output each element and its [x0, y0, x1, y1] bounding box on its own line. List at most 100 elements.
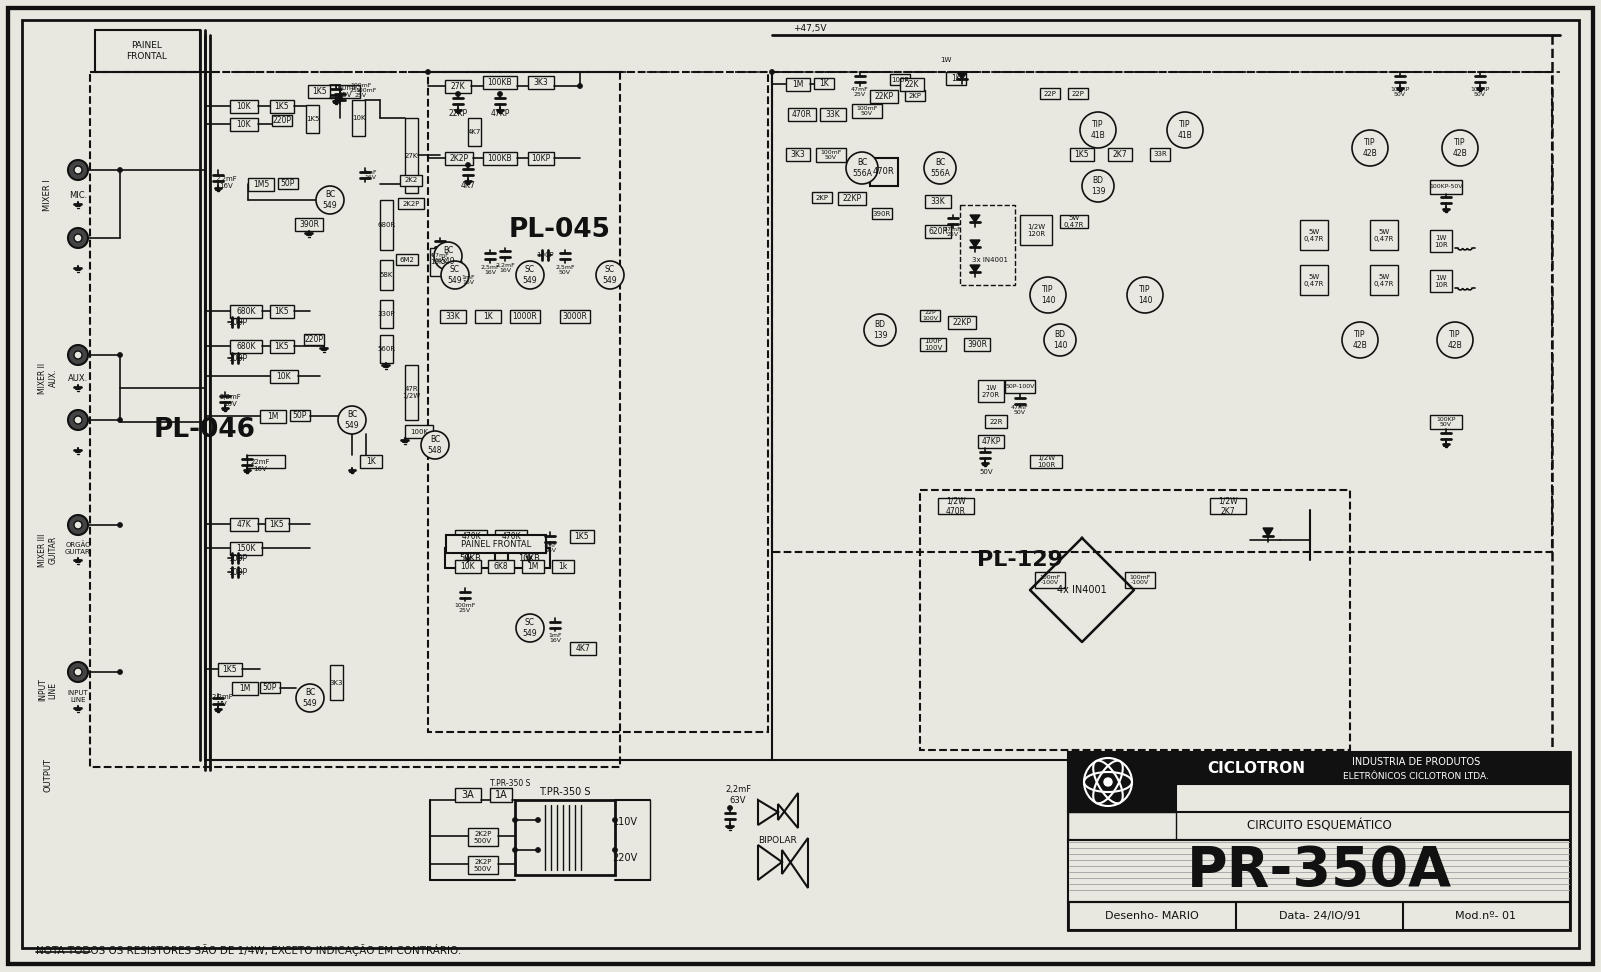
Circle shape: [67, 228, 88, 248]
Circle shape: [498, 91, 503, 96]
Bar: [961, 205, 1015, 285]
Text: 1K5: 1K5: [269, 520, 285, 529]
Text: Desenho- MARIO: Desenho- MARIO: [1105, 911, 1199, 921]
Text: 3K3: 3K3: [791, 150, 805, 159]
Circle shape: [74, 166, 82, 174]
Text: 560R: 560R: [378, 346, 395, 352]
Text: 1M: 1M: [239, 684, 251, 693]
Bar: [232, 682, 258, 695]
Text: 100mF
50V: 100mF 50V: [820, 150, 842, 160]
Text: CIRCUITO ESQUEMÁTICO: CIRCUITO ESQUEMÁTICO: [1247, 819, 1391, 832]
Circle shape: [74, 234, 82, 242]
Bar: [1210, 498, 1246, 514]
Bar: [1430, 415, 1462, 429]
Text: 10K: 10K: [352, 115, 365, 121]
Circle shape: [338, 95, 343, 100]
Circle shape: [1082, 170, 1114, 202]
Text: 100KP-50V: 100KP-50V: [1430, 185, 1463, 190]
Text: 100P
100V: 100P 100V: [924, 338, 941, 351]
Text: 47mF
25V: 47mF 25V: [945, 226, 962, 237]
Text: 33K: 33K: [445, 312, 461, 321]
Bar: [1370, 265, 1398, 295]
Text: 1mF
16V: 1mF 16V: [543, 542, 557, 553]
Bar: [1005, 380, 1034, 393]
Text: BIPOLAR: BIPOLAR: [759, 836, 797, 845]
Bar: [379, 200, 392, 250]
Bar: [516, 800, 615, 875]
Bar: [1068, 840, 1571, 902]
Text: PL-045: PL-045: [509, 217, 612, 243]
Bar: [266, 518, 290, 531]
Circle shape: [434, 242, 463, 270]
Bar: [400, 175, 423, 186]
Text: 680K: 680K: [237, 342, 256, 351]
Bar: [271, 340, 295, 353]
Bar: [1177, 752, 1571, 784]
Text: 2,2mF
16V: 2,2mF 16V: [219, 394, 240, 406]
Text: 4,7mF
16V: 4,7mF 16V: [431, 253, 450, 263]
Bar: [352, 100, 365, 136]
Text: 2,2mF
16V: 2,2mF 16V: [495, 262, 516, 273]
Bar: [812, 192, 833, 203]
Bar: [306, 105, 319, 133]
Text: MIXER I: MIXER I: [43, 179, 53, 211]
Bar: [946, 72, 965, 85]
Bar: [1020, 215, 1052, 245]
Bar: [820, 108, 845, 121]
Circle shape: [516, 261, 544, 289]
Text: 1K5: 1K5: [223, 665, 237, 674]
Bar: [248, 178, 274, 191]
Bar: [985, 415, 1007, 428]
Bar: [218, 663, 242, 676]
Bar: [508, 548, 551, 568]
Text: OUTPUT: OUTPUT: [43, 758, 53, 792]
Text: T.PR-350 S: T.PR-350 S: [490, 779, 530, 787]
Text: 10K: 10K: [237, 120, 251, 129]
Text: 1M: 1M: [792, 80, 804, 89]
Circle shape: [1342, 322, 1378, 358]
Circle shape: [74, 668, 82, 676]
Bar: [1068, 812, 1177, 840]
Text: 100P: 100P: [536, 252, 554, 258]
Text: 1K: 1K: [484, 312, 493, 321]
Text: SC
549: SC 549: [602, 265, 618, 285]
Bar: [360, 455, 383, 468]
Polygon shape: [757, 800, 778, 825]
Text: 2KP: 2KP: [815, 194, 828, 200]
Text: 390R: 390R: [967, 340, 986, 349]
Text: 47KP: 47KP: [981, 437, 1001, 446]
Bar: [1126, 572, 1154, 588]
Bar: [94, 30, 200, 72]
Circle shape: [596, 261, 624, 289]
Circle shape: [117, 167, 123, 172]
Text: TIP
140: TIP 140: [1041, 286, 1055, 304]
Bar: [1068, 812, 1571, 840]
Text: 22P
100V: 22P 100V: [922, 310, 938, 321]
Bar: [330, 665, 343, 700]
Bar: [490, 788, 512, 802]
Text: 50KB: 50KB: [459, 553, 480, 563]
Text: SC
549: SC 549: [522, 265, 538, 285]
Bar: [484, 152, 517, 165]
Text: 1K5: 1K5: [1074, 150, 1089, 159]
Circle shape: [117, 353, 123, 358]
Circle shape: [1044, 324, 1076, 356]
Text: 47R
1/2W: 47R 1/2W: [402, 386, 421, 399]
Text: 100mF
50V: 100mF 50V: [857, 106, 877, 117]
Text: 10K: 10K: [429, 259, 443, 265]
Bar: [1068, 88, 1089, 99]
Bar: [1108, 148, 1132, 161]
Text: TIP
42B: TIP 42B: [1362, 138, 1377, 157]
Text: 100mF
25V: 100mF 25V: [333, 85, 357, 98]
Circle shape: [67, 160, 88, 180]
Text: INDUSTRIA DE PRODUTOS: INDUSTRIA DE PRODUTOS: [1351, 757, 1481, 767]
Text: 1/2W
120R: 1/2W 120R: [1026, 224, 1045, 236]
Bar: [788, 108, 817, 121]
Text: 1/2W
2K7: 1/2W 2K7: [1218, 497, 1238, 516]
Text: 470R: 470R: [873, 167, 895, 177]
Text: 680R: 680R: [378, 222, 395, 228]
Bar: [1300, 220, 1327, 250]
Bar: [570, 530, 594, 543]
Bar: [495, 530, 527, 543]
Text: 47mF
25V: 47mF 25V: [852, 87, 869, 97]
